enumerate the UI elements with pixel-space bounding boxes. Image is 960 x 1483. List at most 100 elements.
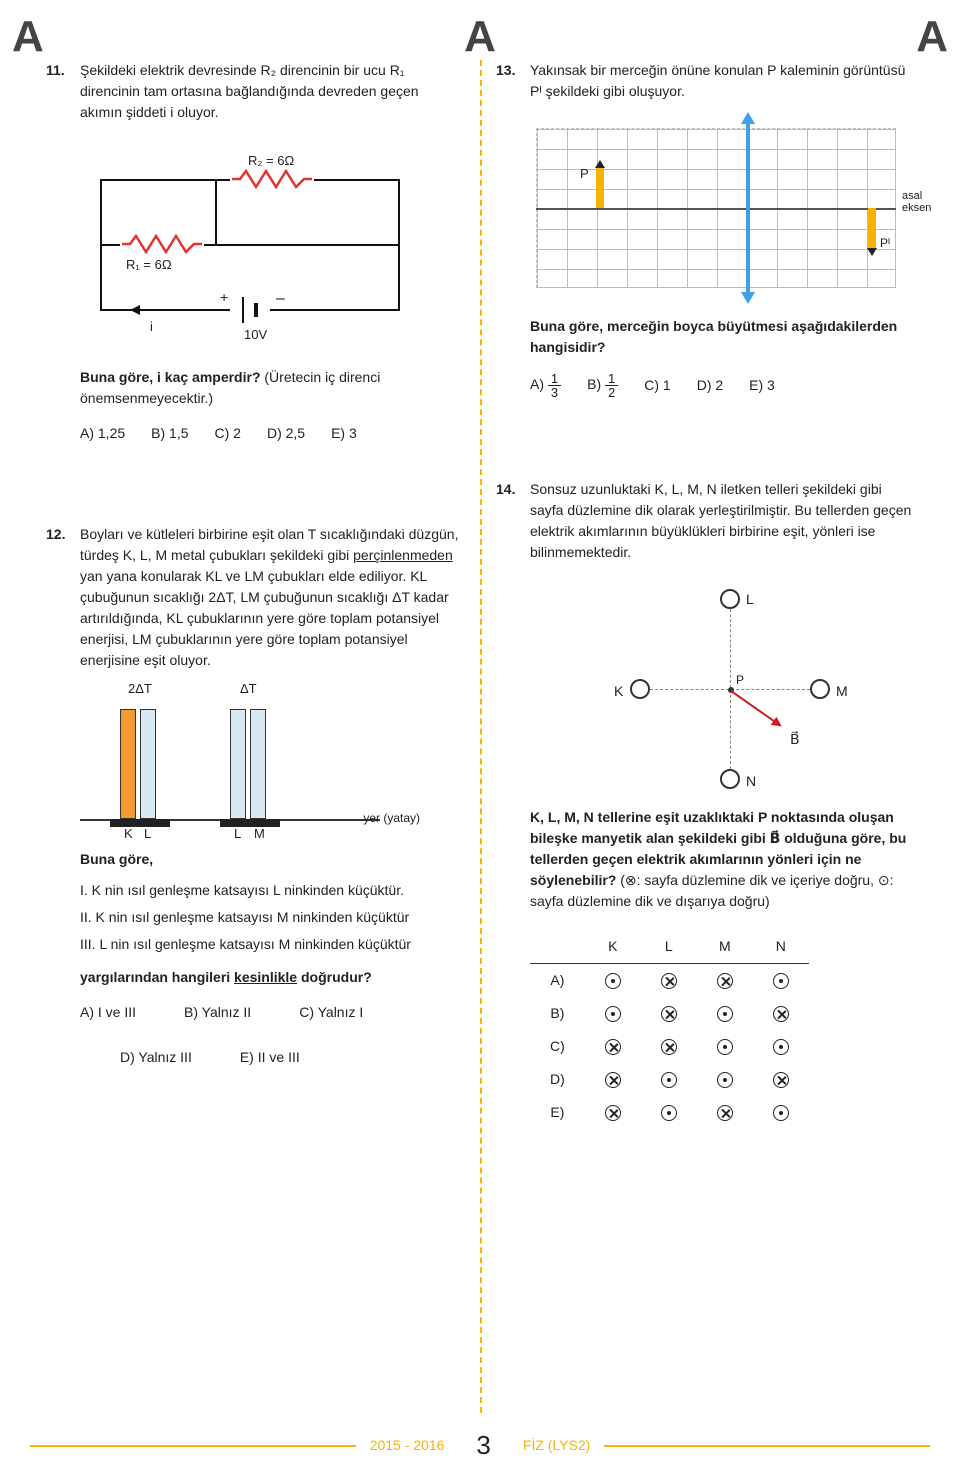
rd: D) [530, 1063, 585, 1096]
current-label: i [150, 317, 153, 337]
q12-p2a: yargılarından hangileri [80, 969, 234, 985]
question-11: 11. Şekildeki elektrik devresinde R₂ dir… [46, 60, 464, 444]
q13-a-n: 1 [548, 372, 561, 386]
q12-opt-a: A) I ve III [80, 1002, 136, 1023]
q14-prompt: K, L, M, N tellerine eşit uzaklıktaki P … [530, 807, 914, 912]
rod-m [250, 709, 266, 819]
sym-cell [641, 1096, 697, 1129]
q11-body: Şekildeki elektrik devresinde R₂ direnci… [80, 60, 464, 123]
q14-text: Sonsuz uzunluktaki K, L, M, N iletken te… [530, 479, 914, 571]
dot-icon [661, 1072, 677, 1088]
dot-icon [605, 973, 621, 989]
wire-k [630, 679, 650, 699]
rod-k [120, 709, 136, 819]
rod-l1-label: L [144, 824, 151, 844]
rod-l2-label: L [234, 824, 241, 844]
optical-axis [536, 208, 896, 210]
q13-text: Yakınsak bir merceğin önüne konulan P ka… [530, 60, 914, 110]
q12-prompt2: yargılarından hangileri kesinlikle doğru… [80, 967, 464, 988]
q14-number: 14. [496, 479, 530, 571]
q12-number: 12. [46, 524, 80, 679]
q12-p2b: doğrudur? [297, 969, 372, 985]
page-footer: 2015 - 2016 3 FİZ (LYS2) [30, 1426, 930, 1465]
rod-l1 [140, 709, 156, 819]
current-arrow-icon [130, 305, 140, 315]
q13-figure: P Pᴵ asal eksen [516, 128, 914, 298]
q13-prompt: Buna göre, merceğin boyca büyütmesi aşağ… [530, 316, 914, 358]
n-label: N [746, 771, 756, 792]
content-columns: 11. Şekildeki elektrik devresinde R₂ dir… [30, 60, 930, 1413]
sym-cell [641, 997, 697, 1030]
dot-icon [605, 1006, 621, 1022]
q13-a-pre: A) [530, 376, 548, 392]
cross-icon [605, 1039, 621, 1055]
th-k: K [585, 930, 641, 964]
q11-number: 11. [46, 60, 80, 131]
q11-prompt-bold: Buna göre, i kaç amperdir? [80, 369, 261, 385]
q13-options: A) 13 B) 12 C) 1 D) 2 E) 3 [530, 372, 914, 399]
base-1 [110, 819, 170, 827]
q12-text-b: yan yana konularak KL ve LM çubukları el… [80, 568, 449, 668]
q13-number: 13. [496, 60, 530, 110]
sym-cell [753, 997, 809, 1030]
sym-cell [753, 1030, 809, 1063]
rod-k-label: K [124, 824, 133, 844]
sym-cell [585, 964, 641, 998]
footer-subject: FİZ (LYS2) [509, 1435, 604, 1456]
sym-cell [641, 1030, 697, 1063]
pi-label: Pᴵ [880, 234, 890, 252]
p-label: P [736, 671, 744, 689]
q12-s2: II. K nin ısıl genleşme katsayısı M nink… [80, 907, 464, 928]
b-label: B⃗ [790, 729, 800, 750]
q12-s1: I. K nin ısıl genleşme katsayısı L ninki… [80, 880, 464, 901]
dot-icon [717, 1039, 733, 1055]
rod-m-label: M [254, 824, 265, 844]
q13-b-d: 2 [605, 386, 618, 399]
sym-cell [697, 1030, 753, 1063]
sym-cell [697, 1063, 753, 1096]
cross-icon [661, 1006, 677, 1022]
dt1-label: 2ΔT [128, 679, 152, 699]
q11-options: A) 1,25 B) 1,5 C) 2 D) 2,5 E) 3 [80, 423, 464, 444]
q12-text-u: perçinlenmeden [353, 547, 453, 563]
m-label: M [836, 681, 848, 702]
sym-cell [641, 964, 697, 998]
q12-opt-c: C) Yalnız I [299, 1002, 363, 1023]
row-d: D) [530, 1063, 809, 1096]
lens-icon [746, 120, 750, 296]
row-e: E) [530, 1096, 809, 1129]
wire-l [720, 589, 740, 609]
sym-cell [585, 1096, 641, 1129]
dot-icon [773, 1105, 789, 1121]
dot-icon [773, 1039, 789, 1055]
sym-cell [753, 1063, 809, 1096]
q12-prompt: Buna göre, [80, 849, 464, 870]
q12-opt-b: B) Yalnız II [184, 1002, 251, 1023]
lens-arrow-up-icon [741, 112, 755, 124]
q11-opt-a: A) 1,25 [80, 423, 125, 444]
battery-plus: + [220, 287, 228, 308]
cross-icon [661, 1039, 677, 1055]
dot-icon [717, 1006, 733, 1022]
q11-opt-e: E) 3 [331, 423, 357, 444]
dot-icon [717, 1072, 733, 1088]
row-b: B) [530, 997, 809, 1030]
sym-cell [641, 1063, 697, 1096]
th-l: L [641, 930, 697, 964]
wire-m [810, 679, 830, 699]
q14-answer-table: K L M N A) B) C) D) E) [530, 930, 809, 1129]
base-2 [220, 819, 280, 827]
q13-a-d: 3 [548, 386, 561, 399]
q13-opt-a: A) 13 [530, 372, 561, 399]
th-m: M [697, 930, 753, 964]
q13-opt-c: C) 1 [644, 375, 670, 396]
footer-rule-right [604, 1445, 930, 1447]
q11-opt-d: D) 2,5 [267, 423, 305, 444]
sym-cell [585, 1063, 641, 1096]
cross-icon [717, 973, 733, 989]
axis-label: asal eksen [902, 190, 931, 214]
rb: B) [530, 997, 585, 1030]
battery-minus: – [276, 287, 285, 311]
dot-icon [773, 973, 789, 989]
p-label: P [580, 164, 589, 184]
